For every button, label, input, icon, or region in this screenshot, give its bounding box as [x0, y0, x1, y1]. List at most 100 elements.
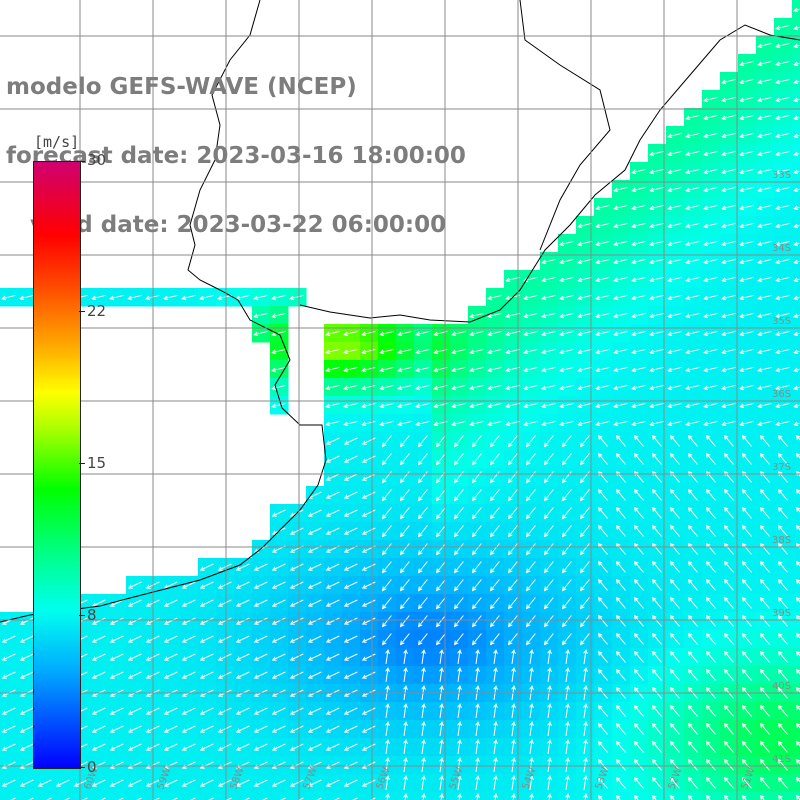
wind-arrow: [489, 597, 500, 610]
wind-arrow: [381, 453, 392, 466]
wind-arrow: [507, 507, 518, 520]
wind-arrow: [739, 258, 754, 265]
wind-arrow: [565, 721, 570, 736]
wind-arrow: [343, 617, 358, 625]
wind-arrow: [489, 435, 500, 448]
wind-arrow: [651, 758, 662, 771]
wind-arrow: [633, 614, 644, 627]
wind-arrow: [91, 617, 106, 625]
wind-arrow: [379, 330, 394, 337]
wind-arrow: [511, 739, 516, 754]
wind-speed-cell: [792, 630, 800, 649]
wind-arrow: [475, 703, 480, 718]
wind-arrow: [649, 222, 664, 229]
wind-arrow: [721, 384, 736, 391]
wind-arrow: [19, 294, 34, 301]
wind-arrow: [235, 707, 250, 715]
wind-arrow: [759, 524, 770, 537]
wind-arrow: [457, 793, 462, 800]
wind-arrow: [541, 402, 556, 409]
wind-arrow: [705, 650, 716, 663]
wind-arrow: [795, 740, 800, 747]
wind-arrow: [597, 794, 603, 800]
wind-arrow: [633, 578, 644, 591]
wind-arrow: [795, 722, 800, 729]
wind-arrow: [793, 115, 800, 121]
wind-arrow: [651, 794, 657, 800]
wind-arrow: [613, 204, 628, 211]
wind-arrow: [615, 488, 626, 501]
wind-speed-cell: [792, 522, 800, 541]
wind-arrow: [649, 420, 664, 427]
wind-arrow: [541, 348, 556, 355]
wind-arrow: [397, 348, 412, 355]
wind-arrow: [669, 758, 680, 771]
wind-arrow: [541, 330, 556, 337]
wind-arrow: [163, 617, 178, 625]
wind-arrow: [451, 420, 466, 427]
wind-arrow: [631, 168, 646, 175]
wind-arrow: [777, 578, 788, 591]
wind-arrow: [271, 707, 286, 715]
wind-arrow: [433, 330, 448, 337]
wind-arrow: [421, 667, 426, 682]
wind-arrow: [469, 366, 484, 373]
wind-arrow: [343, 366, 358, 373]
wind-arrow: [667, 294, 682, 301]
wind-arrow: [199, 617, 214, 625]
wind-arrow: [687, 452, 698, 465]
wind-arrow: [325, 366, 340, 373]
wind-arrow: [615, 560, 626, 573]
wind-arrow: [793, 421, 800, 427]
wind-arrow: [189, 797, 196, 800]
wind-speed-cell: [792, 666, 800, 685]
wind-arrow: [415, 384, 430, 391]
wind-speed-cell: [360, 792, 379, 800]
wind-arrow: [541, 276, 556, 283]
wind-arrow: [667, 240, 682, 247]
wind-arrow: [667, 384, 682, 391]
wind-arrow: [703, 366, 718, 373]
wind-arrow: [597, 776, 608, 789]
wind-arrow: [487, 348, 502, 355]
wind-arrow: [421, 775, 426, 790]
wind-arrow: [721, 294, 736, 301]
wind-arrow: [435, 471, 446, 484]
wind-arrow: [579, 435, 590, 448]
wind-arrow: [507, 525, 518, 538]
wind-arrow: [667, 348, 682, 355]
wind-speed-cell: [792, 648, 800, 667]
wind-arrow: [343, 671, 358, 679]
wind-arrow: [651, 614, 662, 627]
wind-arrow: [651, 668, 662, 681]
wind-arrow: [493, 793, 498, 800]
wind-arrow: [595, 366, 610, 373]
wind-arrow: [613, 348, 628, 355]
wind-arrow: [433, 348, 448, 355]
wind-arrow: [703, 312, 718, 319]
wind-arrow: [361, 509, 376, 517]
wind-arrow: [307, 743, 322, 751]
wind-arrow: [253, 563, 268, 571]
wind-arrow: [511, 757, 516, 772]
wind-arrow: [565, 649, 570, 664]
wind-speed-cell: [792, 612, 800, 631]
wind-arrow: [703, 168, 718, 175]
wind-arrow: [243, 797, 250, 800]
wind-arrow: [361, 437, 376, 445]
wind-speed-cell: [0, 792, 19, 800]
wind-arrow: [435, 579, 446, 592]
wind-arrow: [91, 779, 106, 787]
wind-arrow: [435, 543, 446, 556]
wind-arrow: [649, 276, 664, 283]
wind-speed-cell: [216, 792, 235, 800]
wind-arrow: [511, 793, 516, 800]
wind-arrow: [721, 276, 736, 283]
wind-arrow: [705, 776, 716, 789]
wind-speed-cell: [72, 792, 91, 800]
wind-arrow: [181, 599, 196, 607]
wind-arrow: [271, 581, 286, 589]
wind-arrow: [685, 222, 700, 229]
wind-arrow: [613, 402, 628, 409]
wind-arrow: [385, 739, 390, 754]
